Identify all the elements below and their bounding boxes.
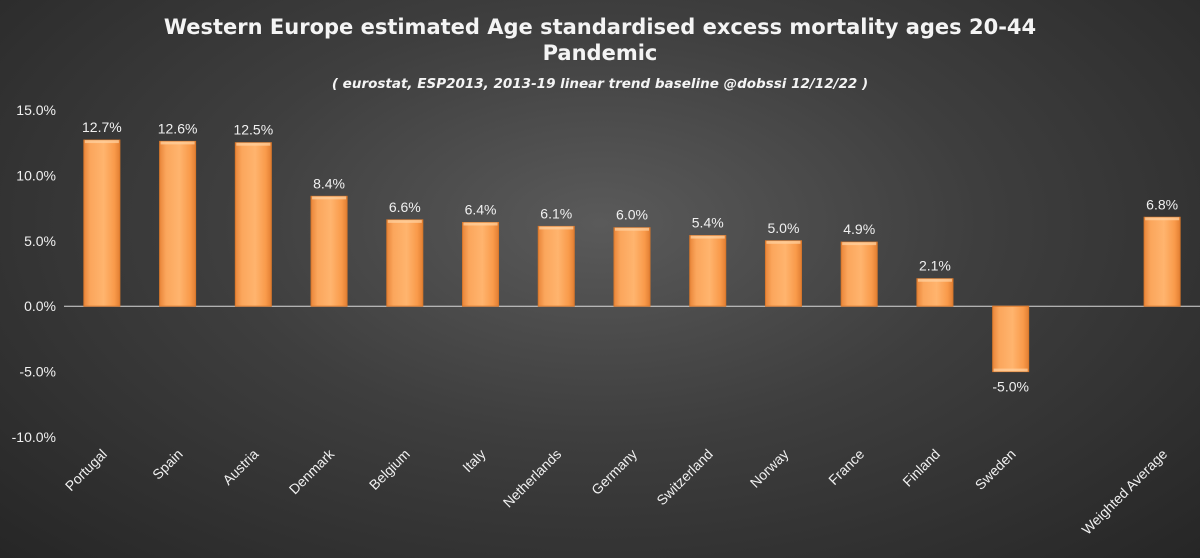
bar (992, 305, 1030, 373)
x-tick-label: Weighted Average (1078, 446, 1170, 538)
data-label: 4.9% (843, 221, 875, 237)
bar (764, 240, 802, 307)
data-label: -5.0% (992, 379, 1029, 395)
x-tick-label: Belgium (366, 446, 413, 493)
bar-highlight (690, 235, 725, 239)
data-label: 6.4% (465, 201, 497, 217)
bar (613, 227, 651, 307)
data-label: 2.1% (919, 258, 951, 274)
data-label: 8.4% (313, 175, 345, 191)
x-tick-label: Germany (588, 446, 640, 498)
bar (689, 235, 727, 307)
bar-highlight (615, 227, 649, 231)
bar (234, 142, 272, 307)
x-tick-label: Finland (899, 446, 943, 490)
y-tick-label: 5.0% (24, 233, 56, 249)
y-tick-label: 15.0% (16, 102, 56, 118)
bar-highlight (917, 278, 952, 282)
data-label: 12.5% (233, 122, 273, 138)
x-tick-label: Portugal (62, 446, 110, 494)
x-tick-label: Netherlands (500, 446, 565, 511)
bar (159, 140, 197, 307)
x-tick-label: Sweden (972, 446, 1019, 493)
x-tick-label: Austria (219, 446, 261, 488)
x-tick-label: Switzerland (653, 446, 715, 508)
bar-highlight (312, 196, 347, 200)
x-tick-label: Denmark (286, 445, 338, 497)
y-tick-label: -10.0% (12, 429, 56, 445)
bar (1143, 216, 1181, 307)
bar (462, 221, 500, 307)
bar-highlight (160, 141, 195, 145)
bar (310, 195, 348, 307)
data-label: 6.0% (616, 207, 648, 223)
data-label: 6.8% (1146, 196, 1178, 212)
bar-highlight (84, 140, 119, 144)
data-label: 6.6% (389, 199, 421, 215)
bar-highlight (539, 226, 574, 230)
y-tick-label: -5.0% (19, 364, 56, 380)
data-label: 5.0% (768, 220, 800, 236)
x-tick-label: France (825, 446, 867, 488)
y-tick-label: 0.0% (24, 298, 56, 314)
bar-highlight (766, 240, 801, 244)
bar (840, 241, 878, 307)
data-label: 6.1% (540, 205, 572, 221)
data-label: 12.6% (158, 120, 198, 136)
bar-highlight (463, 222, 498, 226)
y-tick-label: 10.0% (16, 167, 56, 183)
chart-title: Western Europe estimated Age standardise… (163, 15, 1037, 65)
data-label: 5.4% (692, 215, 724, 231)
x-tick-label: Italy (459, 446, 488, 475)
bar-highlight (842, 242, 877, 246)
bar (83, 139, 121, 307)
chart-subtitle: ( eurostat, ESP2013, 2013-19 linear tren… (331, 76, 869, 92)
bar-highlight (1145, 217, 1180, 221)
bar-highlight (387, 219, 422, 223)
bar (916, 278, 954, 307)
bar (537, 225, 575, 307)
x-tick-label: Norway (747, 446, 792, 491)
x-tick-label: Spain (149, 446, 186, 483)
bar-highlight (993, 368, 1028, 372)
bar (386, 219, 424, 307)
data-label: 12.7% (82, 119, 122, 135)
bar-highlight (236, 142, 271, 146)
